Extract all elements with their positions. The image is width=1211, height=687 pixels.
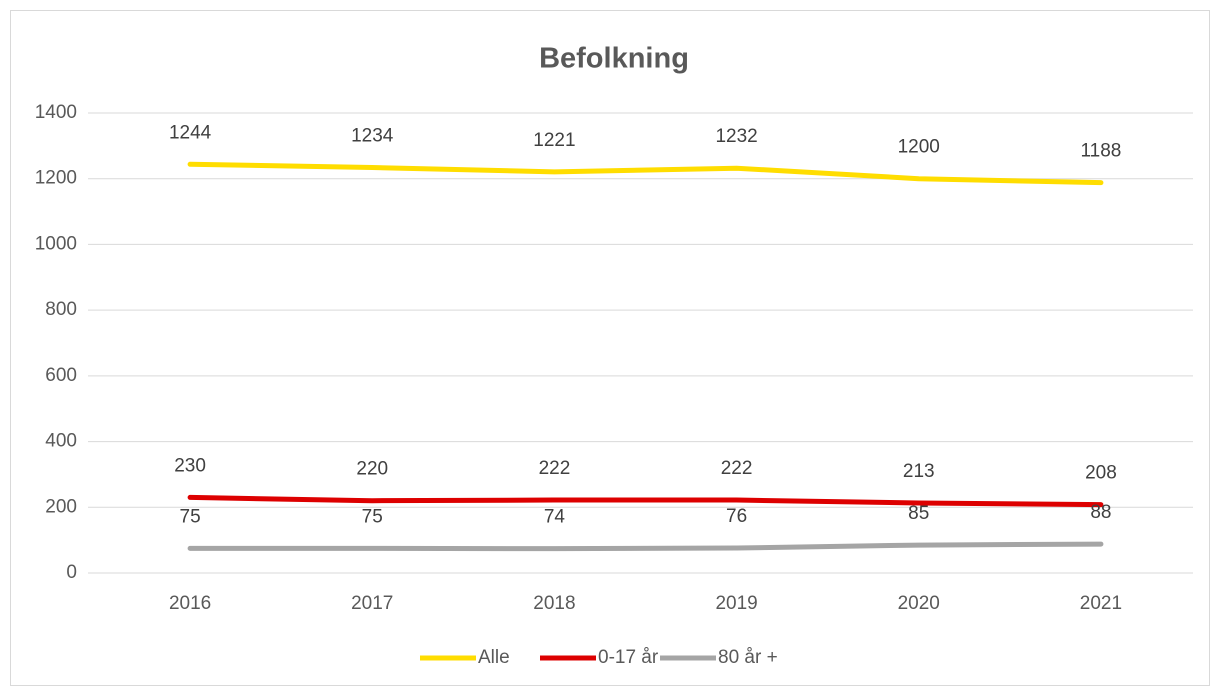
legend-label: Alle	[478, 647, 510, 668]
data-label: 1221	[533, 130, 575, 151]
data-label: 85	[908, 503, 929, 524]
data-label: 222	[539, 458, 571, 479]
y-tick-label: 1400	[35, 102, 77, 123]
x-tick-label: 2016	[169, 593, 211, 614]
data-label: 1188	[1080, 141, 1121, 162]
x-tick-label: 2020	[898, 593, 940, 614]
series-line	[187, 161, 1104, 186]
data-label: 1234	[351, 126, 394, 147]
legend-label: 80 år +	[718, 647, 778, 668]
data-label: 222	[721, 458, 753, 479]
y-tick-label: 1200	[35, 168, 77, 189]
data-label: 213	[903, 461, 935, 482]
data-label: 88	[1090, 502, 1111, 523]
y-tick-label: 600	[45, 365, 77, 386]
data-label: 1200	[898, 137, 940, 158]
data-label: 76	[726, 506, 747, 527]
y-tick-label: 800	[45, 299, 77, 320]
y-tick-label: 400	[45, 431, 77, 452]
data-label: 75	[362, 506, 383, 527]
y-tick-label: 0	[66, 562, 77, 583]
chart-title: Befolkning	[539, 43, 689, 75]
legend-label: 0-17 år	[598, 647, 659, 668]
x-tick-label: 2017	[351, 593, 393, 614]
data-label: 75	[180, 506, 201, 527]
data-label: 74	[544, 507, 566, 528]
data-label: 230	[174, 455, 206, 476]
y-tick-label: 200	[45, 496, 77, 517]
x-tick-label: 2018	[533, 593, 575, 614]
series-line	[187, 541, 1104, 552]
y-tick-label: 1000	[35, 233, 77, 254]
data-label: 1244	[169, 122, 212, 143]
data-label: 220	[356, 459, 388, 480]
series-line	[187, 494, 1104, 508]
chart-border	[10, 10, 1210, 686]
x-tick-label: 2021	[1080, 593, 1122, 614]
data-label: 208	[1085, 463, 1117, 484]
x-tick-label: 2019	[715, 593, 757, 614]
data-label: 1232	[715, 126, 757, 147]
